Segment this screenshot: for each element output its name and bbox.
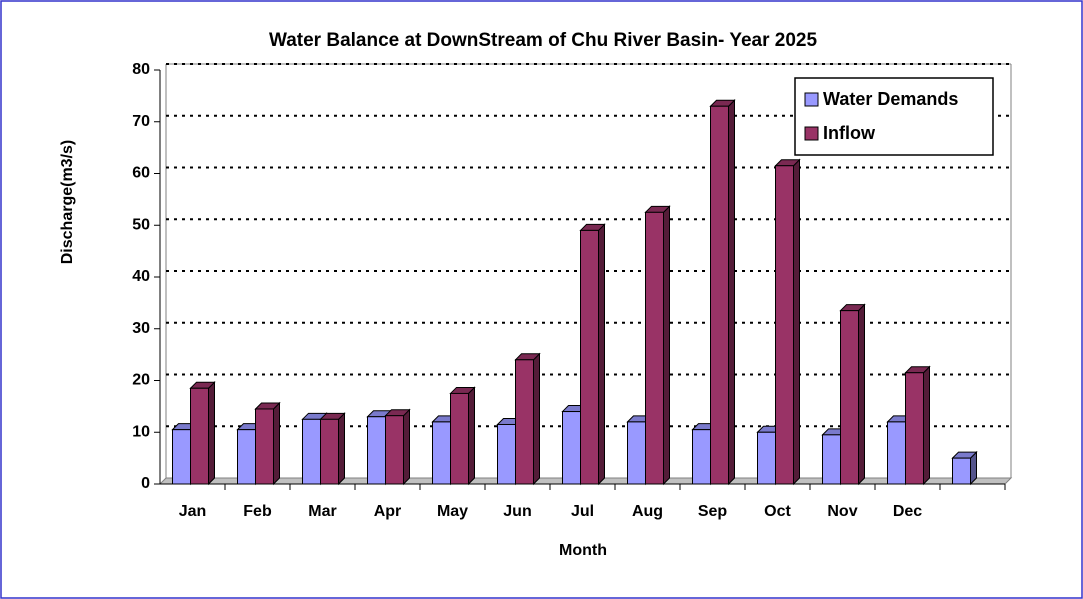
x-tick-label: Feb [243,503,272,520]
bar-side [273,401,280,486]
y-tick-label: 30 [132,320,150,337]
bar [450,392,469,485]
bar [515,359,534,485]
chart-title: Water Balance at DownStream of Chu River… [269,30,817,51]
bar [692,429,711,485]
bar-side [793,158,800,486]
x-tick-label: Jul [571,503,594,520]
y-tick-label: 70 [132,113,150,130]
bar [905,372,924,485]
bar [497,423,516,485]
bar-side [468,386,475,486]
x-tick-label: Mar [308,503,336,520]
bar-side [923,365,930,486]
legend-swatch [804,126,819,141]
bar [952,457,971,485]
bar [302,418,321,485]
bar [887,421,906,485]
x-axis-label: Month [559,542,607,559]
bar [320,418,339,485]
bar [562,411,581,485]
x-tick-label: Apr [374,503,402,520]
bar-side [728,99,735,486]
bar [385,415,404,485]
bar [627,421,646,485]
bar-side [858,303,865,486]
x-tick-label: Oct [764,503,791,520]
bar [580,229,599,485]
bar [172,429,191,485]
bar-side [338,412,345,486]
bar [822,434,841,485]
bar-side [208,381,215,486]
bar-side [533,352,540,486]
legend-box [794,77,994,156]
bar [255,408,274,485]
x-tick-label: May [437,503,468,520]
bar [775,165,794,485]
x-tick-label: Jan [179,503,207,520]
x-tick-label: Sep [698,503,728,520]
bar [432,421,451,485]
y-tick-label: 0 [141,475,150,492]
bar-side [598,223,605,486]
y-axis-label: Discharge(m3/s) [59,140,76,265]
bar [710,105,729,485]
x-tick-label: Jun [503,503,531,520]
y-tick-label: 50 [132,216,150,233]
x-tick-label: Nov [827,503,857,520]
y-tick-label: 80 [132,61,150,78]
y-tick-label: 10 [132,423,150,440]
bar [237,429,256,485]
legend-label: Inflow [823,123,876,143]
y-tick-label: 40 [132,268,150,285]
y-tick-label: 20 [132,372,150,389]
bar [757,431,776,485]
legend-swatch [804,92,819,107]
x-tick-label: Dec [893,503,922,520]
legend-label: Water Demands [823,89,958,109]
x-tick-label: Aug [632,503,663,520]
bar [645,211,664,485]
bar-side [403,408,410,486]
bar [190,387,209,485]
y-tick-label: 60 [132,165,150,182]
bar [840,310,859,485]
bar-side [663,205,670,486]
bar [367,416,386,485]
